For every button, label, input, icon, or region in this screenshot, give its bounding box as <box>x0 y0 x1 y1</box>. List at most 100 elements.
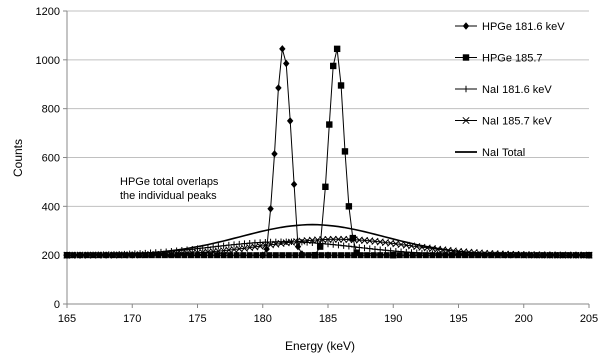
square-marker <box>285 252 292 259</box>
square-marker <box>246 252 253 259</box>
square-marker <box>481 252 488 259</box>
legend-entry: NaI 181.6 keV <box>455 84 552 96</box>
square-marker <box>429 252 436 259</box>
plus-marker <box>230 241 238 248</box>
diamond-marker <box>290 180 298 189</box>
legend-label: NaI 185.7 keV <box>482 116 552 128</box>
square-marker <box>566 252 573 259</box>
diamond-marker <box>263 245 270 253</box>
square-marker <box>233 252 240 259</box>
square-marker <box>322 183 329 190</box>
square-marker <box>344 252 351 259</box>
x-marker <box>340 235 348 243</box>
legend-label: HPGe 181.6 keV <box>482 21 565 33</box>
x-marker <box>324 235 332 243</box>
square-marker <box>103 252 110 259</box>
square-marker <box>337 82 345 89</box>
square-marker <box>194 252 201 259</box>
plus-marker <box>209 243 217 251</box>
square-marker <box>341 148 349 155</box>
square-marker <box>462 252 469 259</box>
plus-marker <box>366 245 373 252</box>
y-tick-label: 200 <box>42 250 60 262</box>
square-marker <box>396 252 403 259</box>
square-marker <box>70 252 77 259</box>
square-marker <box>383 252 390 259</box>
square-marker <box>468 252 475 259</box>
square-marker <box>77 252 84 259</box>
square-marker <box>116 252 123 259</box>
square-marker <box>305 252 312 259</box>
x-tick-label: 165 <box>58 313 76 325</box>
square-marker <box>559 252 566 259</box>
legend-entry: HPGe 181.6 keV <box>455 21 565 33</box>
x-tick-label: 170 <box>123 313 141 325</box>
square-marker <box>227 252 234 259</box>
square-marker <box>325 252 331 259</box>
square-marker <box>501 252 508 259</box>
square-marker <box>266 252 273 259</box>
square-marker <box>83 252 90 259</box>
grid-lines <box>67 10 589 256</box>
square-marker <box>122 252 129 259</box>
square-marker <box>148 252 155 259</box>
square-marker <box>494 252 501 259</box>
x-tick-label: 185 <box>319 313 337 325</box>
square-marker <box>129 252 136 259</box>
legend-label: NaI Total <box>482 147 525 159</box>
plus-marker <box>225 241 233 249</box>
square-marker <box>253 252 260 259</box>
square-marker <box>527 252 534 259</box>
square-marker <box>298 252 305 259</box>
square-marker <box>475 252 482 259</box>
square-marker <box>338 252 345 259</box>
square-marker <box>507 252 514 259</box>
plus-marker <box>345 243 353 250</box>
diamond-marker <box>286 117 294 125</box>
x-tick-label: 175 <box>188 313 206 325</box>
plus-marker <box>361 244 368 252</box>
square-marker <box>403 252 410 259</box>
x-tick-label: 195 <box>449 313 467 325</box>
x-axis-label: Energy (keV) <box>285 339 355 353</box>
legend-label: NaI 181.6 keV <box>482 84 552 96</box>
square-marker <box>272 252 279 259</box>
square-marker <box>540 252 547 259</box>
legend-entry: NaI Total <box>455 147 525 159</box>
plus-marker <box>335 241 342 249</box>
square-marker <box>330 62 337 70</box>
square-marker <box>442 252 449 259</box>
square-marker <box>207 252 214 259</box>
x-tick-label: 200 <box>515 313 533 325</box>
square-marker <box>318 252 325 259</box>
baseline-markers <box>64 252 592 259</box>
square-marker <box>390 252 397 259</box>
square-marker <box>311 252 318 259</box>
square-marker <box>435 252 442 259</box>
plus-marker <box>340 242 347 249</box>
square-marker <box>351 252 358 259</box>
y-tick-label: 1000 <box>36 55 60 67</box>
y-tick-labels: 0 200 400 600 800 1000 1200 <box>36 6 67 311</box>
square-marker <box>96 252 103 259</box>
square-marker <box>331 252 338 259</box>
plus-marker <box>371 245 379 253</box>
plus-marker <box>215 243 222 250</box>
square-marker <box>364 252 371 259</box>
plus-marker <box>199 244 206 252</box>
square-marker <box>533 252 540 259</box>
y-tick-label: 1200 <box>36 6 60 18</box>
y-axis-label: Counts <box>11 139 25 177</box>
square-marker <box>553 252 560 259</box>
square-marker <box>448 252 455 259</box>
x-marker <box>329 235 337 243</box>
diamond-marker <box>271 150 278 158</box>
square-marker <box>292 252 299 259</box>
square-marker <box>259 252 266 259</box>
square-marker <box>279 252 286 259</box>
square-marker <box>345 203 353 210</box>
y-tick-label: 800 <box>42 104 60 116</box>
square-marker <box>168 252 175 259</box>
plus-marker <box>189 245 196 253</box>
